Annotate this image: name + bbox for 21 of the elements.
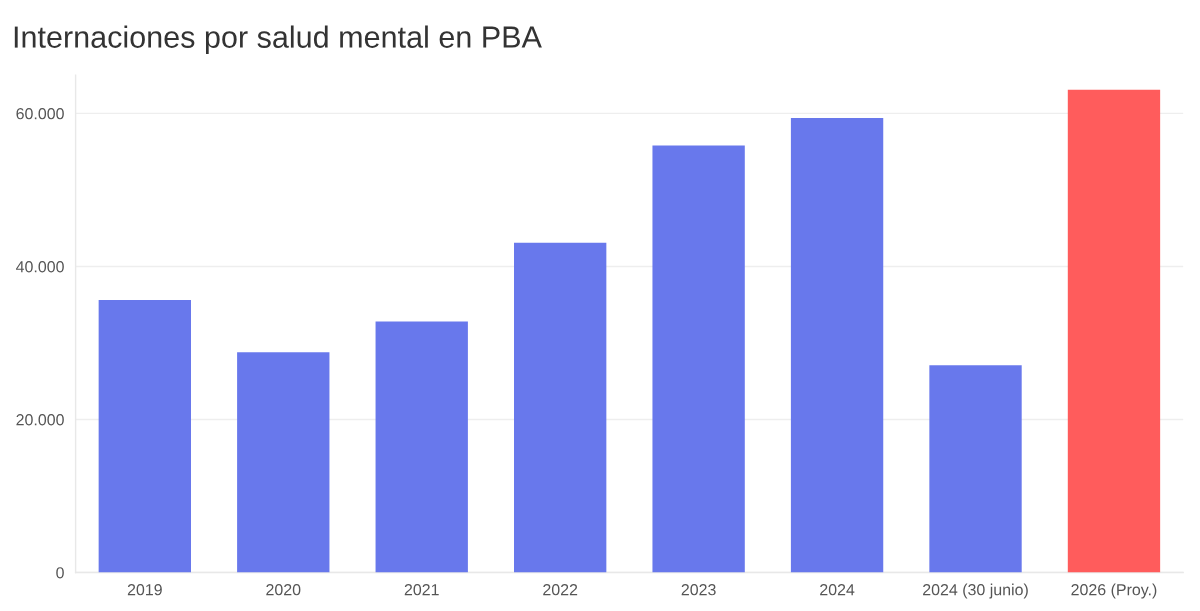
x-tick-label: 2024 (30 junio): [923, 583, 1028, 599]
bar: [514, 242, 607, 573]
x-tick-label: 2020: [266, 584, 301, 596]
bar: [929, 365, 1022, 573]
y-tick-label: 60.000: [16, 108, 64, 120]
bar: [98, 300, 191, 573]
y-tick-label: 0: [56, 567, 64, 579]
bar: [1067, 89, 1161, 573]
x-tick-label: 2026 (Proy.): [1071, 583, 1157, 599]
x-tick-label: 2024: [820, 584, 855, 596]
x-tick-label: 2023: [681, 584, 716, 596]
x-tick-label: 2019: [127, 584, 162, 596]
chart-title: Internaciones por salud mental en PBA: [14, 25, 542, 54]
bar: [375, 321, 468, 573]
x-tick-label: 2022: [543, 584, 578, 596]
x-tick-label: 2021: [404, 584, 439, 596]
y-tick-label: 20.000: [16, 414, 64, 426]
y-tick-label: 40.000: [16, 261, 64, 273]
bar: [790, 118, 884, 573]
bar: [652, 145, 745, 573]
bar: [237, 352, 330, 573]
